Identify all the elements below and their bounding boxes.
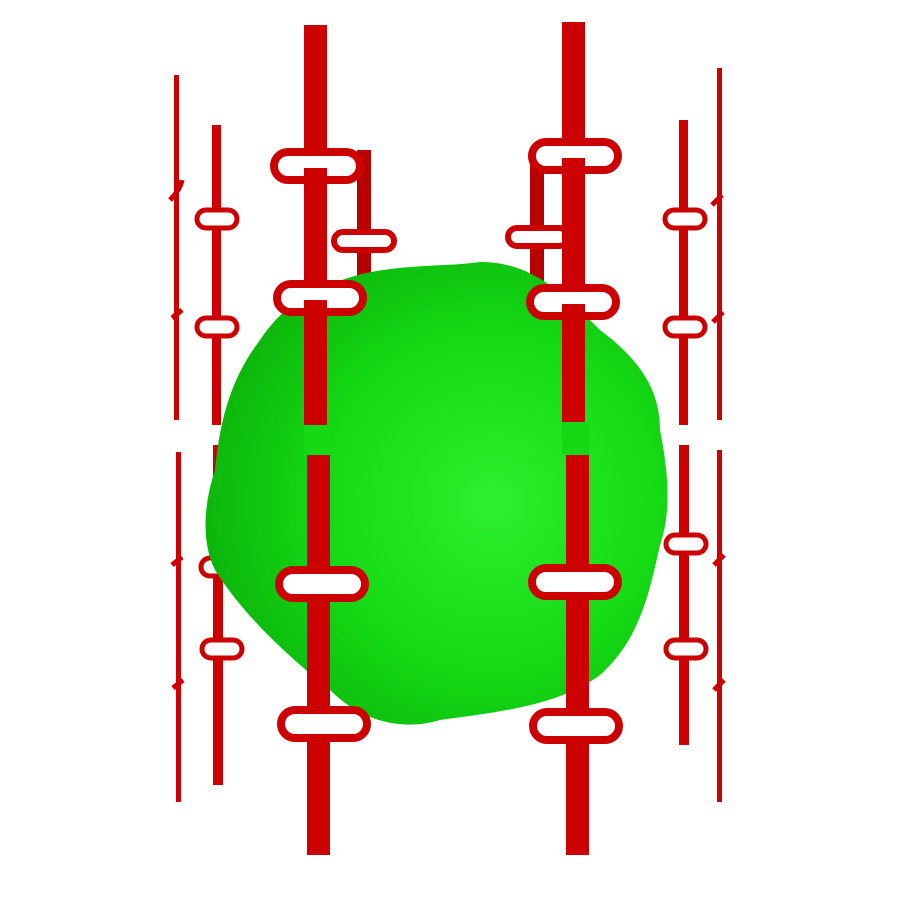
rod-inner-right-back [530, 150, 544, 290]
rod-gap-right [562, 422, 589, 455]
rod-front-left-bottom [307, 455, 330, 855]
rod-front-left-overlay-1 [304, 168, 327, 188]
rod-gap-left [304, 425, 330, 455]
rod-outer-left-bottom [176, 452, 181, 802]
rod-front-right-overlay-2 [562, 304, 585, 324]
rod-right2-bottom [679, 445, 689, 745]
clips-back-inner [331, 225, 571, 253]
rod-right2-top [679, 120, 688, 425]
rod-outer-right-bottom [717, 450, 722, 802]
rod-outer-left-top [174, 75, 179, 420]
green-blob [205, 262, 668, 725]
clips-outer [168, 179, 726, 692]
rod-front-left-top [304, 25, 327, 425]
rod-front-right-overlay-1 [562, 158, 585, 178]
clip-front-left-3 [275, 566, 369, 602]
rod-inner-left-back [357, 150, 371, 300]
front-rods [270, 22, 623, 855]
rod-front-right-bottom [566, 455, 589, 855]
rod-front-left-overlay-2 [304, 300, 327, 320]
clip-front-left-4 [277, 706, 371, 742]
rod-front-right-top [562, 22, 585, 422]
rod-left2-top [212, 125, 221, 425]
clip-front-right-4 [529, 708, 623, 744]
rod-left2-bottom [213, 445, 223, 785]
rod-outer-right-top [717, 68, 722, 420]
clip-front-right-3 [528, 564, 622, 600]
